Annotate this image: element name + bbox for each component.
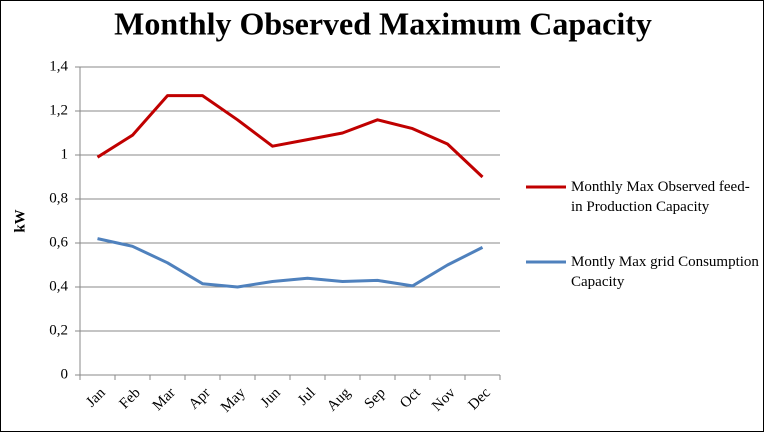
x-tick-label: Apr bbox=[186, 385, 214, 413]
y-tick-label: 0,2 bbox=[49, 322, 68, 338]
x-tick-label: Jun bbox=[258, 385, 284, 411]
y-tick-label: 0,8 bbox=[49, 190, 68, 206]
x-tick-label: Oct bbox=[397, 384, 424, 411]
y-tick-label: 1 bbox=[61, 146, 69, 162]
y-tick-label: 0,6 bbox=[49, 234, 68, 250]
y-tick-label: 1,2 bbox=[49, 102, 68, 118]
y-axis-label: kW bbox=[12, 209, 28, 232]
x-tick-label: Aug bbox=[324, 385, 354, 415]
y-tick-label: 0,4 bbox=[49, 278, 68, 294]
x-tick-label: Dec bbox=[465, 385, 494, 414]
line-series bbox=[96, 94, 484, 179]
x-tick-label: Mar bbox=[150, 385, 179, 414]
x-tick-label: Nov bbox=[429, 385, 459, 415]
x-tick-label: May bbox=[218, 385, 249, 416]
legend-label: Monthly Max Observed feed-in Production … bbox=[571, 179, 750, 215]
y-tick-label: 0 bbox=[61, 366, 69, 382]
x-tick-label: Jul bbox=[295, 385, 319, 409]
y-tick-label: 1,4 bbox=[49, 58, 68, 74]
line-series bbox=[97, 237, 484, 289]
x-tick-label: Feb bbox=[117, 385, 144, 412]
x-tick-label: Jan bbox=[83, 385, 109, 411]
legend-label: Montly Max grid Consumption Capacity bbox=[571, 254, 759, 290]
x-tick-label: Sep bbox=[362, 385, 389, 412]
chart-title: Monthly Observed Maximum Capacity bbox=[114, 5, 652, 41]
